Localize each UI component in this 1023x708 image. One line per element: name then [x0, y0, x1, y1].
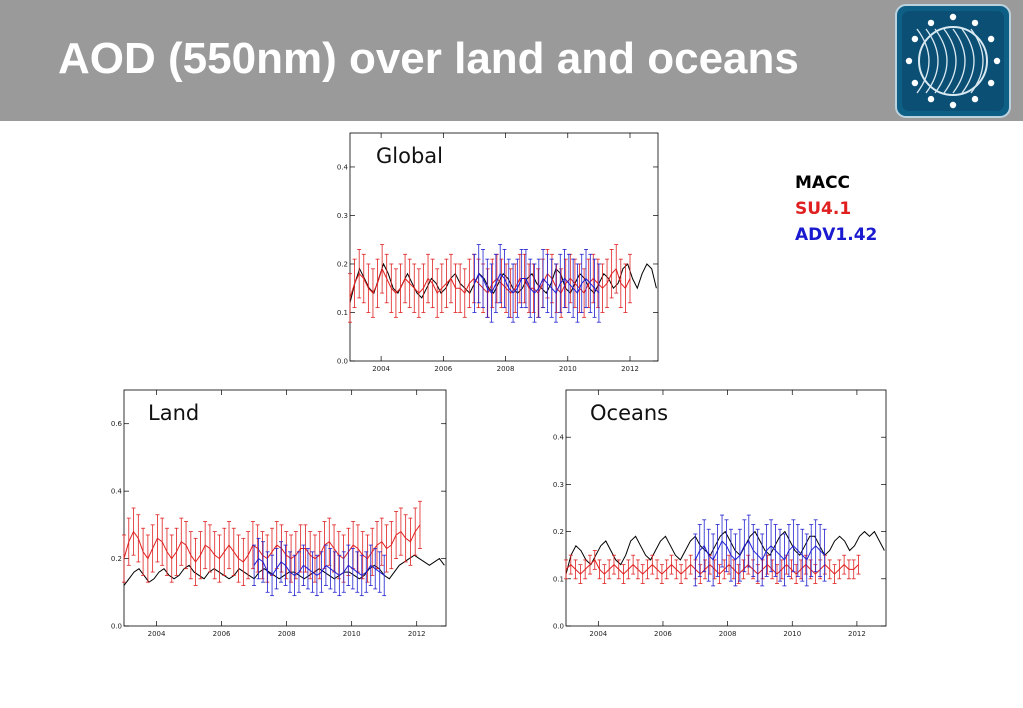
- slide-header: AOD (550nm) over land and oceans: [0, 0, 1023, 121]
- logo-meridian: [916, 28, 930, 94]
- x-tick-label: 2012: [621, 365, 639, 373]
- y-tick-label: 0.0: [337, 358, 348, 366]
- x-tick-label: 2010: [559, 365, 577, 373]
- logo-star: [949, 101, 957, 109]
- series-line-su: [349, 267, 631, 299]
- legend-entry-macc: MACC: [795, 173, 851, 193]
- logo-star: [905, 57, 913, 65]
- y-tick-label: 0.4: [553, 434, 565, 442]
- logo-star: [949, 13, 957, 21]
- logo-meridian: [952, 28, 966, 94]
- x-tick-label: 2004: [589, 630, 607, 638]
- x-tick-label: 2012: [408, 630, 426, 638]
- plot-frame: [349, 132, 659, 362]
- legend-entry-su41: SU4.1: [795, 199, 852, 219]
- y-tick-label: 0.4: [337, 163, 349, 171]
- y-tick-label: 0.0: [553, 623, 564, 631]
- logo-star: [911, 35, 919, 43]
- logo-star: [971, 95, 979, 103]
- plot-frame: [565, 389, 887, 627]
- legend-entry-adv142: ADV1.42: [795, 225, 878, 245]
- logo-meridian: [934, 28, 948, 94]
- y-tick-label: 0.2: [111, 555, 122, 563]
- legend: MACC SU4.1 ADV1.42: [795, 170, 877, 248]
- panel-label: Land: [148, 401, 199, 425]
- series-line-su: [565, 559, 859, 575]
- globe-stars-logo-icon: [895, 4, 1011, 118]
- series-line-adv: [694, 540, 825, 561]
- x-tick-label: 2010: [343, 630, 361, 638]
- chart-global: 2004 2006 2008 2010 2012 0.0 0.1 0.2 0.3 0.4 Globa…: [336, 131, 672, 375]
- series-line-macc: [123, 554, 445, 586]
- logo-meridian: [943, 28, 957, 94]
- logo-star: [927, 95, 935, 103]
- x-tick-label: 2008: [497, 365, 515, 373]
- y-tick-label: 0.3: [553, 481, 564, 489]
- y-tick-label: 0.0: [111, 623, 122, 631]
- x-tick-label: 2010: [783, 630, 801, 638]
- x-tick-label: 2008: [719, 630, 737, 638]
- y-tick-label: 0.2: [337, 260, 348, 268]
- plot-frame: [123, 389, 447, 627]
- panel-label: Global: [376, 144, 443, 168]
- chart-oceans: 2004 2006 2008 2010 2012 0.0 0.1 0.2 0.3 0.4 Ocean…: [548, 388, 894, 640]
- series-macc: [123, 554, 445, 586]
- x-tick-label: 2006: [654, 630, 672, 638]
- logo-star: [911, 79, 919, 87]
- y-tick-label: 0.6: [111, 420, 123, 428]
- y-tick-label: 0.1: [337, 309, 348, 317]
- chart-land: 2004 2006 2008 2010 2012 0.0 0.2 0.4 0.6 Land: [108, 388, 454, 640]
- logo-star: [971, 19, 979, 27]
- x-tick-label: 2008: [278, 630, 296, 638]
- x-tick-label: 2004: [372, 365, 390, 373]
- x-tick-label: 2004: [148, 630, 166, 638]
- slide-title: AOD (550nm) over land and oceans: [58, 34, 799, 83]
- series-su: [564, 550, 861, 584]
- logo-star: [993, 57, 1001, 65]
- y-tick-label: 0.2: [553, 528, 564, 536]
- series-line-adv: [253, 557, 385, 577]
- x-tick-label: 2012: [848, 630, 866, 638]
- logo-meridian: [961, 28, 975, 94]
- series-adv: [252, 537, 387, 597]
- logo-meridian: [925, 28, 939, 94]
- logo-star: [987, 79, 995, 87]
- y-tick-label: 0.1: [553, 575, 564, 583]
- x-tick-label: 2006: [213, 630, 231, 638]
- series-line-adv: [473, 272, 600, 295]
- logo-star: [987, 35, 995, 43]
- x-tick-label: 2006: [434, 365, 452, 373]
- logo-meridian: [970, 28, 984, 94]
- y-tick-label: 0.3: [337, 212, 348, 220]
- logo-star: [927, 19, 935, 27]
- y-tick-label: 0.4: [111, 488, 123, 496]
- series-adv: [472, 244, 601, 323]
- panel-label: Oceans: [590, 401, 668, 425]
- series-adv: [693, 514, 827, 587]
